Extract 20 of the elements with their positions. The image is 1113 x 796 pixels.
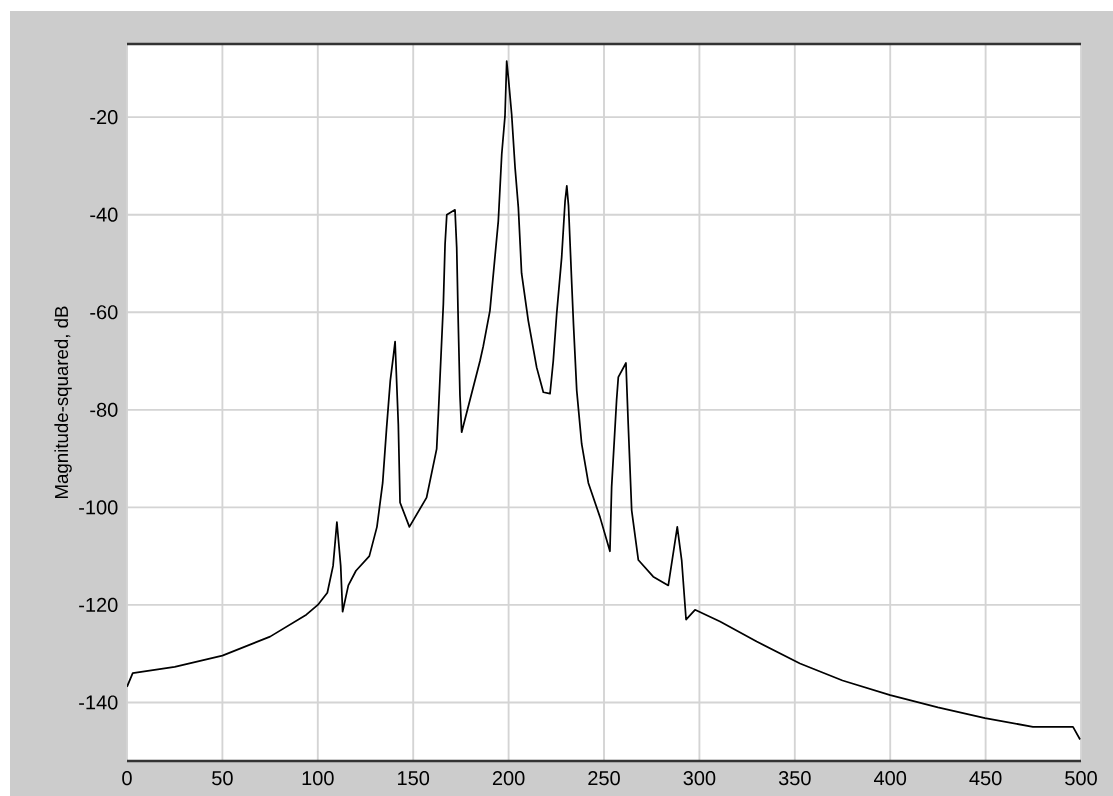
x-tick-label: 250 (588, 771, 620, 786)
y-tick-label: -60 (90, 305, 118, 320)
y-tick-label: -80 (90, 402, 118, 417)
y-tick-label: -120 (79, 597, 118, 612)
x-tick-label: 100 (302, 771, 334, 786)
x-tick-label: 350 (778, 771, 811, 786)
y-tick-label: -100 (79, 500, 118, 515)
y-axis-title: Magnitude-squared, dB (54, 306, 72, 498)
x-tick-label: 200 (492, 771, 525, 786)
x-tick-label: 450 (969, 771, 1002, 786)
x-tick-label: 0 (122, 771, 132, 786)
y-tick-label: -40 (90, 207, 118, 222)
x-tick-label: 150 (398, 771, 430, 786)
y-tick-label: -140 (79, 695, 118, 710)
x-tick-label: 300 (683, 771, 716, 786)
y-tick-label: -20 (90, 110, 118, 125)
x-tick-label: 500 (1065, 771, 1097, 786)
x-tick-label: 400 (873, 771, 907, 786)
line-series (127, 60, 1081, 741)
x-tick-label: 50 (212, 771, 233, 786)
